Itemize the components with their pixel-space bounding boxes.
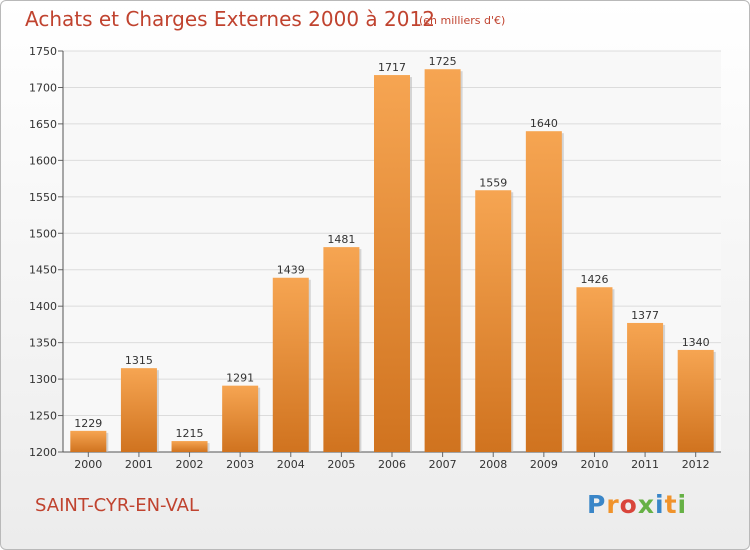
data-label: 1426	[580, 273, 608, 286]
logo-letter: o	[619, 490, 638, 519]
y-tick-label: 1550	[29, 191, 57, 204]
x-tick-label: 2012	[682, 458, 710, 471]
bar	[171, 441, 208, 452]
y-tick-label: 1400	[29, 300, 57, 313]
y-tick-label: 1350	[29, 337, 57, 350]
y-tick-label: 1700	[29, 81, 57, 94]
bar	[525, 131, 562, 452]
bar	[576, 287, 613, 452]
x-tick-label: 2010	[580, 458, 608, 471]
bar	[424, 69, 461, 453]
x-tick-label: 2004	[277, 458, 305, 471]
y-tick-label: 1750	[29, 45, 57, 58]
bar	[222, 385, 259, 452]
x-tick-label: 2007	[429, 458, 457, 471]
x-tick-label: 2002	[176, 458, 204, 471]
bar	[120, 368, 157, 452]
data-label: 1559	[479, 176, 507, 189]
bar	[374, 75, 410, 452]
x-tick-label: 2003	[226, 458, 254, 471]
bar	[475, 190, 512, 453]
logo-letter: t	[664, 490, 678, 519]
chart-title: Achats et Charges Externes 2000 à 2012	[25, 7, 435, 31]
x-tick-label: 2000	[74, 458, 102, 471]
data-label: 1291	[226, 372, 254, 385]
x-tick-label: 2009	[530, 458, 558, 471]
logo-letter: x	[637, 490, 655, 519]
bar	[323, 247, 360, 452]
y-tick-label: 1650	[29, 118, 57, 131]
bar	[627, 322, 664, 452]
x-tick-label: 2006	[378, 458, 406, 471]
data-label: 1229	[74, 417, 102, 430]
data-label: 1717	[378, 61, 406, 74]
y-tick-label: 1500	[29, 227, 57, 240]
logo-letter: i	[677, 490, 688, 519]
data-label: 1725	[429, 55, 457, 68]
data-label: 1215	[176, 427, 204, 440]
logo-letter: r	[606, 490, 620, 519]
logo-letter: P	[587, 490, 607, 519]
data-label: 1377	[631, 309, 659, 322]
x-tick-label: 2005	[327, 458, 355, 471]
y-tick-label: 1450	[29, 264, 57, 277]
unit-note: (en milliers d'€)	[419, 14, 506, 27]
bar	[272, 277, 309, 452]
bar	[677, 349, 714, 452]
x-tick-label: 2001	[125, 458, 153, 471]
data-label: 1340	[682, 336, 710, 349]
y-tick-label: 1200	[29, 446, 57, 459]
data-label: 1315	[125, 354, 153, 367]
commune-name: SAINT-CYR-EN-VAL	[35, 495, 199, 516]
y-tick-label: 1250	[29, 410, 57, 423]
bar	[70, 430, 107, 452]
data-label: 1640	[530, 117, 558, 130]
data-label: 1439	[277, 264, 305, 277]
y-tick-label: 1600	[29, 154, 57, 167]
x-tick-label: 2008	[479, 458, 507, 471]
y-tick-label: 1300	[29, 373, 57, 386]
x-tick-label: 2011	[631, 458, 659, 471]
proxiti-logo[interactable]: Proxiti	[587, 490, 687, 519]
logo-letter: i	[655, 490, 665, 519]
data-label: 1481	[327, 233, 355, 246]
